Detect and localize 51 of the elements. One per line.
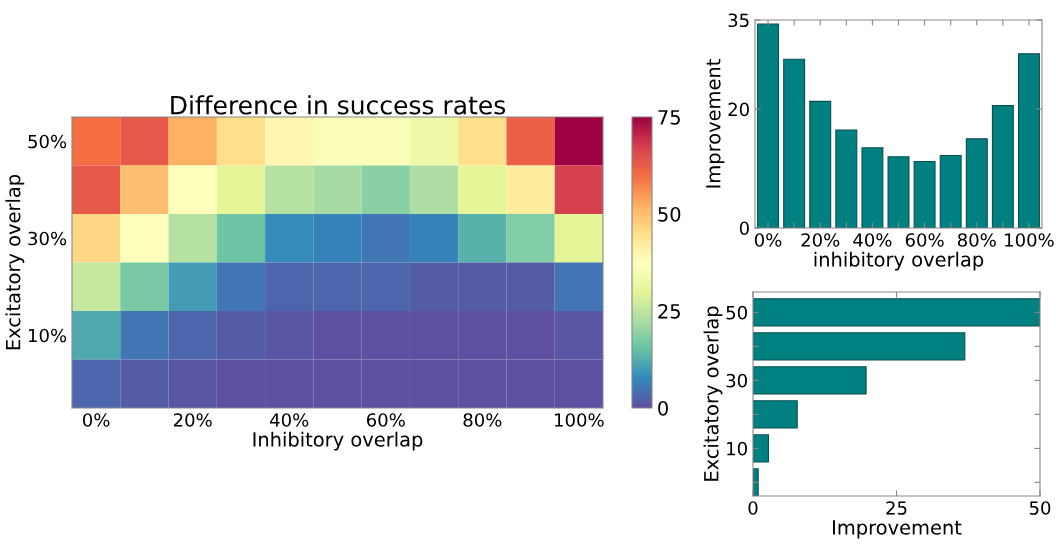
bar: [757, 23, 780, 228]
x-tick-label: 60%: [366, 413, 405, 427]
x-tick-label: 20%: [801, 233, 840, 247]
chart-title: Difference in success rates: [171, 95, 506, 115]
bar: [965, 138, 988, 228]
x-tick-label: 100%: [1005, 233, 1054, 247]
color-bar-label: 25: [658, 303, 680, 319]
y-tick-label: 30%: [28, 231, 67, 246]
bar: [1017, 53, 1040, 228]
x-axis-title: inhibitory overlap: [814, 251, 984, 271]
y-tick-label: 20: [728, 102, 749, 117]
bar: [887, 156, 910, 228]
x-axis-title: Improvement: [833, 520, 962, 539]
y-tick-label: 10: [727, 441, 747, 456]
x-tick-label: 40%: [853, 233, 892, 247]
bar: [939, 154, 962, 228]
bar: [835, 129, 858, 228]
x-tick-label: 50: [1029, 501, 1051, 515]
x-tick-label: 0: [748, 501, 758, 515]
y-tick-label: 10%: [28, 328, 67, 343]
bar: [861, 147, 884, 228]
x-tick-label: 80%: [463, 413, 502, 427]
x-tick-label: 40%: [270, 413, 309, 427]
y-axis-title: Improvement: [706, 59, 725, 188]
y-tick-label: 50: [726, 305, 747, 320]
y-tick-label: 0: [739, 221, 749, 236]
bar: [753, 366, 867, 395]
x-tick-label: 60%: [905, 233, 944, 247]
color-bar-label: 0: [658, 400, 668, 416]
bar: [753, 332, 966, 361]
y-tick-label: 50%: [28, 134, 67, 149]
x-tick-label: 0%: [754, 233, 782, 247]
bar: [913, 160, 936, 228]
color-bar-label: 50: [658, 206, 681, 222]
bar: [753, 434, 770, 463]
bar: [991, 105, 1014, 228]
x-axis-title: Inhibitory overlap: [253, 431, 423, 451]
x-tick-label: 80%: [957, 233, 996, 247]
y-tick-label: 35: [728, 13, 749, 28]
bar: [753, 400, 798, 429]
y-axis-title: Excitatory overlap: [5, 174, 25, 350]
y-tick-label: 30: [726, 373, 747, 388]
x-tick-label: 20%: [173, 413, 212, 427]
color-bar-label: 75: [658, 110, 680, 125]
y-axis-title: Excitatory overlap: [703, 306, 723, 481]
x-tick-label: 100%: [555, 413, 604, 427]
x-tick-label: 25: [886, 501, 907, 515]
bar: [783, 58, 806, 228]
bar: [753, 298, 1040, 327]
x-tick-label: 0%: [83, 413, 110, 427]
bar: [809, 100, 832, 228]
